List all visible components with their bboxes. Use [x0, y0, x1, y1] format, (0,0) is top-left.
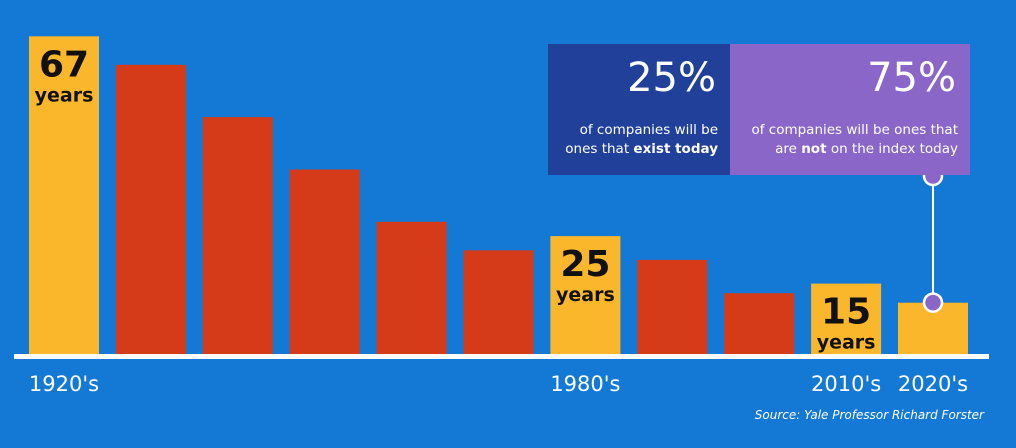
bar-7: [550, 236, 621, 355]
bar-8: [637, 259, 708, 355]
callout-right-description: of companies will be ones that are not o…: [751, 121, 958, 159]
callout-right-line2-prefix: are: [775, 141, 802, 157]
callout-new-companies: 75% of companies will be ones that are n…: [730, 44, 970, 175]
category-label-10: 2010's: [811, 372, 881, 396]
bar-5: [376, 221, 447, 355]
category-label-1: 1920's: [29, 372, 99, 396]
bar-label-value-10: 15: [821, 292, 871, 333]
baseline: [14, 354, 989, 359]
callout-right-line1: of companies will be ones that: [751, 122, 958, 138]
callout-left-line2-prefix: ones that: [565, 141, 634, 157]
callout-existing-companies: 25% of companies will be ones that exist…: [548, 44, 730, 175]
callout-right-line2-suffix: on the index today: [826, 141, 958, 157]
category-label-11: 2020's: [898, 372, 968, 396]
callout-left-percent: 25%: [627, 55, 716, 101]
connector-bottom-dot: [922, 292, 944, 313]
bar-label-value-1: 67: [39, 44, 89, 85]
bar-1: [29, 36, 99, 356]
bar-3: [202, 117, 273, 355]
callout-left-line2-bold: exist today: [633, 141, 718, 157]
bar-label-unit-7: years: [556, 284, 615, 306]
bar-2: [115, 64, 186, 356]
bar-6: [463, 250, 534, 355]
x-axis-line: [14, 354, 989, 359]
source-note: Source: Yale Professor Richard Forster: [754, 408, 984, 422]
bar-9: [724, 293, 795, 355]
callout-right-line2-bold: not: [801, 141, 827, 157]
bar-4: [289, 169, 360, 355]
bar-label-unit-10: years: [817, 332, 876, 354]
category-label-7: 1980's: [550, 372, 620, 396]
callout-right-percent: 75%: [867, 55, 956, 101]
category-labels-group: 1920's 1980's 2010's 2020's: [29, 372, 968, 396]
bars-group: [29, 36, 968, 356]
bar-label-value-7: 25: [560, 244, 610, 285]
bar-10: [811, 283, 882, 355]
callout-left-line1: of companies will be: [579, 122, 718, 138]
callout-left-description: of companies will be ones that exist tod…: [565, 121, 718, 159]
bar-label-unit-1: years: [35, 84, 94, 106]
callout-connector: [922, 165, 944, 313]
